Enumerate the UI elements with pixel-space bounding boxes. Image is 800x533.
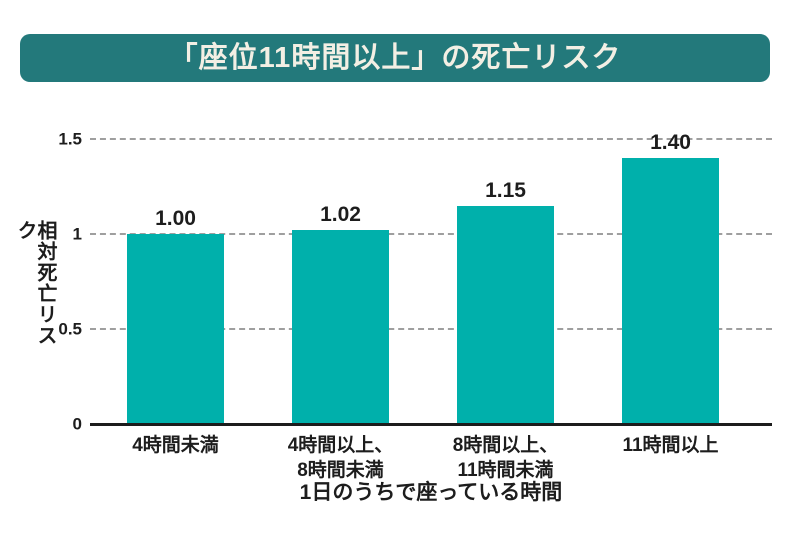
gridline-y-1.5 <box>90 138 772 140</box>
bar-value-label: 1.02 <box>320 203 361 227</box>
y-tick-label: 0.5 <box>58 319 82 339</box>
bar-value-label: 1.15 <box>485 178 526 202</box>
chart-title: 「座位11時間以上」の死亡リスク <box>168 41 622 74</box>
x-category-label: 8時間以上、 11時間未満 <box>452 435 559 481</box>
y-tick-label: 0 <box>72 414 82 434</box>
y-axis-title: 相対死亡リスク <box>14 220 56 346</box>
bar-value-label: 1.00 <box>155 207 196 230</box>
x-axis-title: 1日のうちで座っている時間 <box>299 481 563 504</box>
gridline-y-0.5 <box>90 328 772 330</box>
bar-value-label: 1.40 <box>650 131 691 154</box>
gridline-y-1 <box>90 233 772 235</box>
bar-1 <box>127 234 224 424</box>
x-axis-line <box>90 423 772 426</box>
x-category-label: 4時間以上、 8時間未満 <box>287 435 394 481</box>
bar-2 <box>292 230 389 424</box>
bar-3 <box>457 205 554 424</box>
bar-4 <box>622 158 719 424</box>
x-category-label: 4時間未満 <box>132 435 219 456</box>
chart-title-banner: 「座位11時間以上」の死亡リスク <box>20 34 770 82</box>
x-category-label: 11時間以上 <box>622 435 719 456</box>
y-tick-label: 1 <box>72 224 82 244</box>
y-tick-label: 1.5 <box>58 129 82 149</box>
